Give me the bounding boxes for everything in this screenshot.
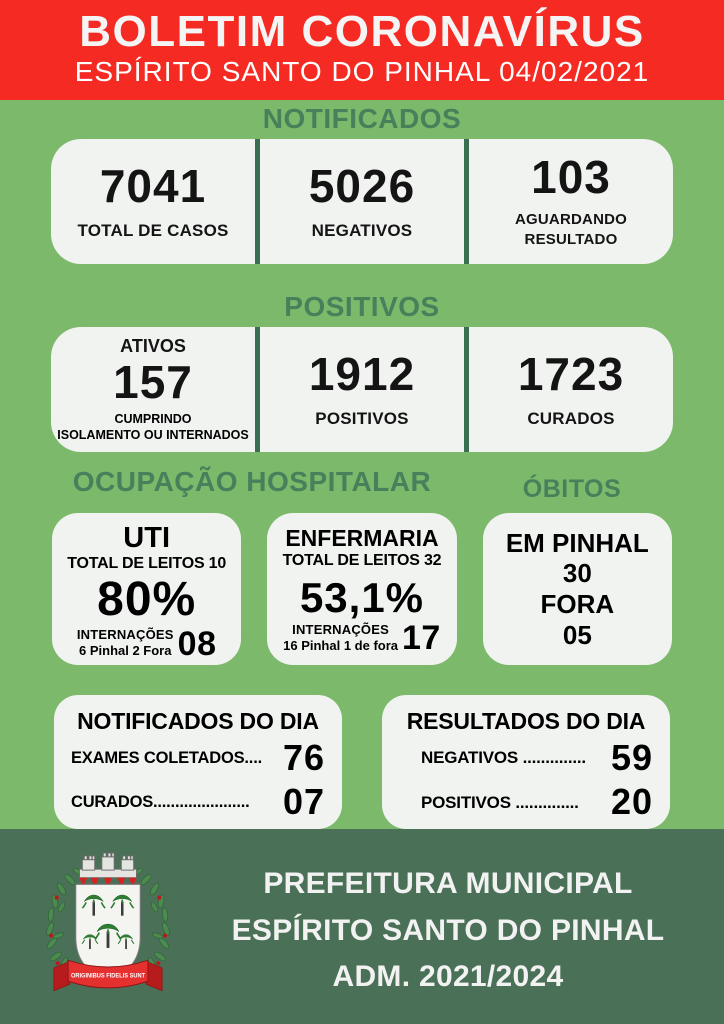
stat-value: 1912: [308, 347, 416, 400]
stat-card-total-casos: 7041 TOTAL DE CASOS: [51, 139, 255, 264]
section-title-ocupacao: OCUPAÇÃO HOSPITALAR: [72, 466, 432, 497]
stat-sub-label: CUMPRINDO ISOLAMENTO OU INTERNADOS: [57, 411, 248, 444]
obitos-pinhal-value: 30: [562, 558, 592, 589]
stat-label: CURADOS: [527, 408, 615, 428]
enfermaria-beds-label: TOTAL DE LEITOS 32: [282, 552, 442, 570]
uti-internments-labels: INTERNAÇÕES 6 Pinhal 2 Fora: [77, 627, 174, 658]
obitos-location-label: EM PINHAL: [505, 527, 649, 558]
notificados-card-group: 7041 TOTAL DE CASOS 5026 NEGATIVOS 103 A…: [51, 139, 673, 264]
daily-row-value: 59: [610, 737, 653, 778]
internments-detail: 16 Pinhal 1 de fora: [283, 638, 399, 654]
footer-line-city: ESPÍRITO SANTO DO PINHAL: [231, 913, 665, 947]
stat-card-negativos: 5026 NEGATIVOS: [255, 139, 464, 264]
stat-label: POSITIVOS: [315, 408, 409, 428]
stat-value: 103: [531, 151, 611, 203]
uti-card: UTI TOTAL DE LEITOS 10 80% INTERNAÇÕES 6…: [52, 513, 242, 665]
resultados-do-dia-card: RESULTADOS DO DIA NEGATIVOS ............…: [382, 695, 670, 829]
motto-ribbon: ORIGINIBUS FIDELIS SUNT: [53, 959, 163, 991]
uti-title: UTI: [123, 522, 171, 554]
footer-banner: ORIGINIBUS FIDELIS SUNT PREFEITURA MUNIC…: [0, 829, 724, 1024]
enfermaria-title: ENFERMARIA: [285, 525, 439, 551]
obitos-fora-value: 05: [562, 619, 592, 650]
obitos-fora-label: FORA: [540, 589, 615, 619]
stat-top-label: ATIVOS: [120, 335, 186, 356]
stat-label: NEGATIVOS: [311, 220, 413, 240]
stat-value: 157: [113, 355, 193, 408]
daily-card-title: RESULTADOS DO DIA: [406, 708, 646, 734]
daily-row-value: 76: [282, 737, 325, 778]
hospital-cards-row: UTI TOTAL DE LEITOS 10 80% INTERNAÇÕES 6…: [52, 513, 672, 665]
daily-row-label: CURADOS......................: [71, 793, 250, 812]
crown-pennants: [79, 877, 137, 889]
bulletin-subtitle: ESPÍRITO SANTO DO PINHAL 04/02/2021: [74, 56, 650, 87]
enfermaria-internments-value: 17: [402, 619, 441, 658]
footer-line-prefeitura: PREFEITURA MUNICIPAL: [263, 867, 633, 901]
stat-value: 5026: [308, 159, 416, 212]
daily-row-value: 20: [610, 781, 653, 823]
stat-label: TOTAL DE CASOS: [77, 220, 229, 240]
enfermaria-internments-row: INTERNAÇÕES 16 Pinhal 1 de fora 17: [283, 619, 441, 658]
daily-card-title: NOTIFICADOS DO DIA: [77, 708, 319, 734]
stat-sub-label-line: CUMPRINDO: [114, 411, 192, 426]
notificados-do-dia-card: NOTIFICADOS DO DIA EXAMES COLETADOS.... …: [54, 695, 342, 829]
section-title-obitos: ÓBITOS: [522, 475, 622, 503]
internments-label: INTERNAÇÕES: [76, 627, 174, 643]
uti-occupancy-percent: 80%: [97, 573, 197, 627]
positivos-card-group: ATIVOS 157 CUMPRINDO ISOLAMENTO OU INTER…: [51, 327, 673, 452]
mural-crown: [79, 852, 137, 878]
uti-internments-value: 08: [177, 624, 217, 663]
daily-row-label: NEGATIVOS ..............: [421, 748, 586, 768]
stat-card-curados: 1723 CURADOS: [464, 327, 673, 452]
footer-text-block: PREFEITURA MUNICIPAL ESPÍRITO SANTO DO P…: [204, 861, 692, 1001]
stat-label: AGUARDANDO RESULTADO: [515, 210, 627, 249]
stat-sub-label-line: ISOLAMENTO OU INTERNADOS: [57, 428, 249, 442]
internments-detail: 6 Pinhal 2 Fora: [79, 643, 172, 659]
daily-row-negativos: NEGATIVOS .............. 59: [399, 737, 653, 778]
municipal-coat-of-arms-icon: ORIGINIBUS FIDELIS SUNT: [32, 848, 184, 1015]
stat-value: 1723: [517, 347, 625, 400]
section-title-notificados: NOTIFICADOS: [262, 103, 462, 134]
enfermaria-card: ENFERMARIA TOTAL DE LEITOS 32 53,1% INTE…: [267, 513, 457, 665]
daily-row-curados: CURADOS...................... 07: [71, 781, 325, 823]
stat-label-line: AGUARDANDO: [515, 211, 627, 228]
section-title-positivos: POSITIVOS: [284, 291, 440, 322]
crest-motto-text: ORIGINIBUS FIDELIS SUNT: [71, 972, 145, 979]
stat-label-line: RESULTADO: [524, 230, 618, 248]
enfermaria-occupancy-percent: 53,1%: [299, 574, 425, 622]
main-content: NOTIFICADOS 7041 TOTAL DE CASOS 5026 NEG…: [0, 100, 724, 829]
wreath-berries: [48, 895, 168, 965]
obitos-card: EM PINHAL 30 FORA 05: [482, 513, 672, 665]
footer-line-adm: ADM. 2021/2024: [332, 960, 564, 994]
daily-cards-row: NOTIFICADOS DO DIA EXAMES COLETADOS.... …: [0, 695, 724, 829]
hospital-titles-row: OCUPAÇÃO HOSPITALAR ÓBITOS: [42, 466, 682, 502]
wreath-left: [46, 867, 84, 974]
enfermaria-internments-labels: INTERNAÇÕES 16 Pinhal 1 de fora: [283, 622, 398, 653]
internments-label: INTERNAÇÕES: [292, 622, 389, 638]
daily-row-value: 07: [282, 781, 325, 823]
stat-card-positivos: 1912 POSITIVOS: [255, 327, 464, 452]
daily-row-label: EXAMES COLETADOS....: [71, 748, 262, 767]
bulletin-title: BOLETIM CORONAVÍRUS: [79, 7, 645, 56]
daily-row-label: POSITIVOS ..............: [421, 792, 579, 812]
uti-beds-label: TOTAL DE LEITOS 10: [67, 555, 227, 573]
stat-card-ativos: ATIVOS 157 CUMPRINDO ISOLAMENTO OU INTER…: [51, 327, 255, 452]
daily-row-exames: EXAMES COLETADOS.... 76: [71, 737, 325, 778]
stat-card-aguardando: 103 AGUARDANDO RESULTADO: [464, 139, 673, 264]
header-banner: BOLETIM CORONAVÍRUS ESPÍRITO SANTO DO PI…: [0, 0, 724, 100]
daily-row-positivos: POSITIVOS .............. 20: [399, 781, 653, 823]
stat-value: 7041: [99, 159, 207, 212]
uti-internments-row: INTERNAÇÕES 6 Pinhal 2 Fora 08: [77, 624, 217, 663]
